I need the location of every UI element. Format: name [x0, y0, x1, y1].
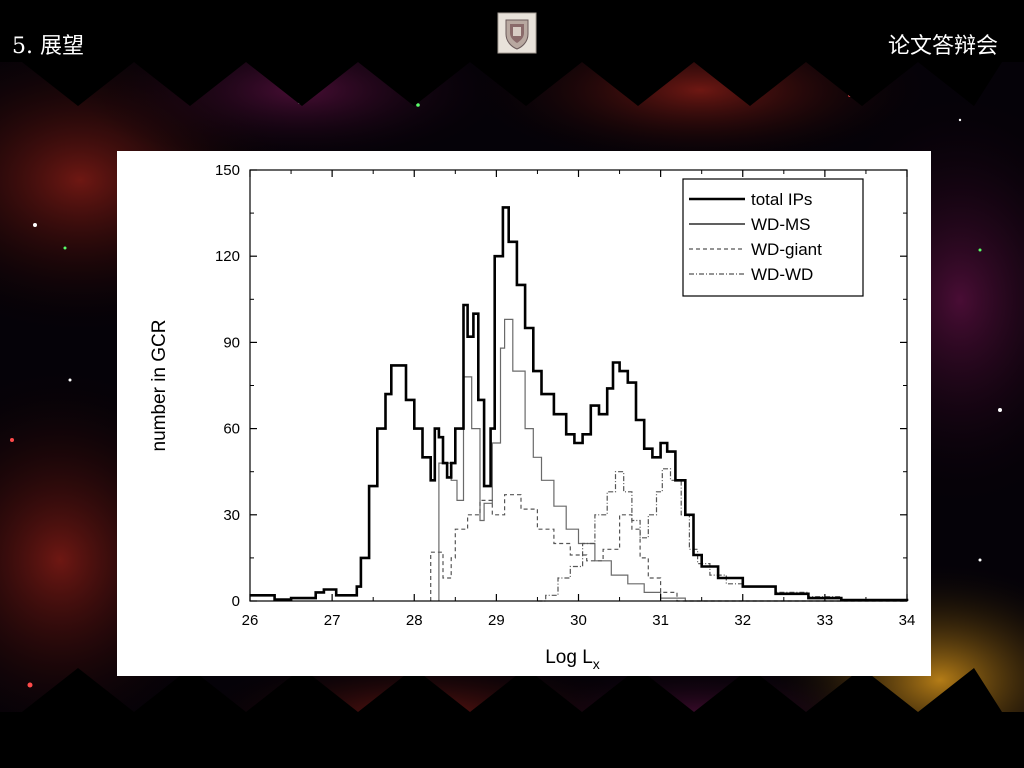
luminosity-distribution-chart: 26 27 28 29 30 31 32 33 34 0 30 60 90 120 150 number i… [149, 162, 915, 672]
series-layer [250, 206, 909, 602]
y-tick-label: 120 [215, 248, 240, 265]
y-tick-label: 90 [223, 334, 240, 351]
y-tick-label: 30 [223, 507, 240, 524]
ticks-layer: 26 27 28 29 30 31 32 33 34 0 30 60 90 120 150 [215, 162, 915, 629]
legend-label: total IPs [751, 190, 812, 209]
y-tick-label: 150 [215, 162, 240, 179]
slide-tag: 论文答辩会 [887, 34, 998, 59]
y-tick-label: 0 [232, 593, 240, 610]
slide-title: 5. 展望 [12, 34, 84, 59]
x-tick-label: 28 [406, 612, 423, 629]
x-tick-label: 32 [734, 612, 751, 629]
legend-label: WD-giant [751, 240, 822, 259]
x-axis-title-main: Log L [545, 647, 593, 668]
x-tick-label: 34 [899, 612, 916, 629]
y-tick-label: 60 [223, 421, 240, 438]
chart-panel: 26 27 28 29 30 31 32 33 34 0 30 60 90 120 150 number i… [117, 151, 931, 676]
x-tick-label: 26 [242, 612, 259, 629]
x-axis-title: Log Lx [545, 647, 600, 672]
series-line-wd-wd [537, 468, 908, 602]
x-tick-label: 31 [652, 612, 669, 629]
chart-legend: total IPs WD-MS WD-giant WD-WD [682, 178, 864, 297]
series-line-wd-giant [430, 494, 907, 602]
x-tick-label: 27 [324, 612, 341, 629]
series-line-wd-ms [438, 318, 907, 602]
legend-label: WD-WD [751, 265, 813, 284]
x-tick-label: 33 [817, 612, 834, 629]
x-tick-label: 29 [488, 612, 505, 629]
x-tick-label: 30 [570, 612, 587, 629]
legend-label: WD-MS [751, 215, 810, 234]
x-axis-title-subscript: x [593, 656, 600, 672]
series-line-total-ips [250, 206, 909, 602]
y-axis-title: number in GCR [149, 320, 170, 452]
university-crest-logo [497, 12, 537, 54]
